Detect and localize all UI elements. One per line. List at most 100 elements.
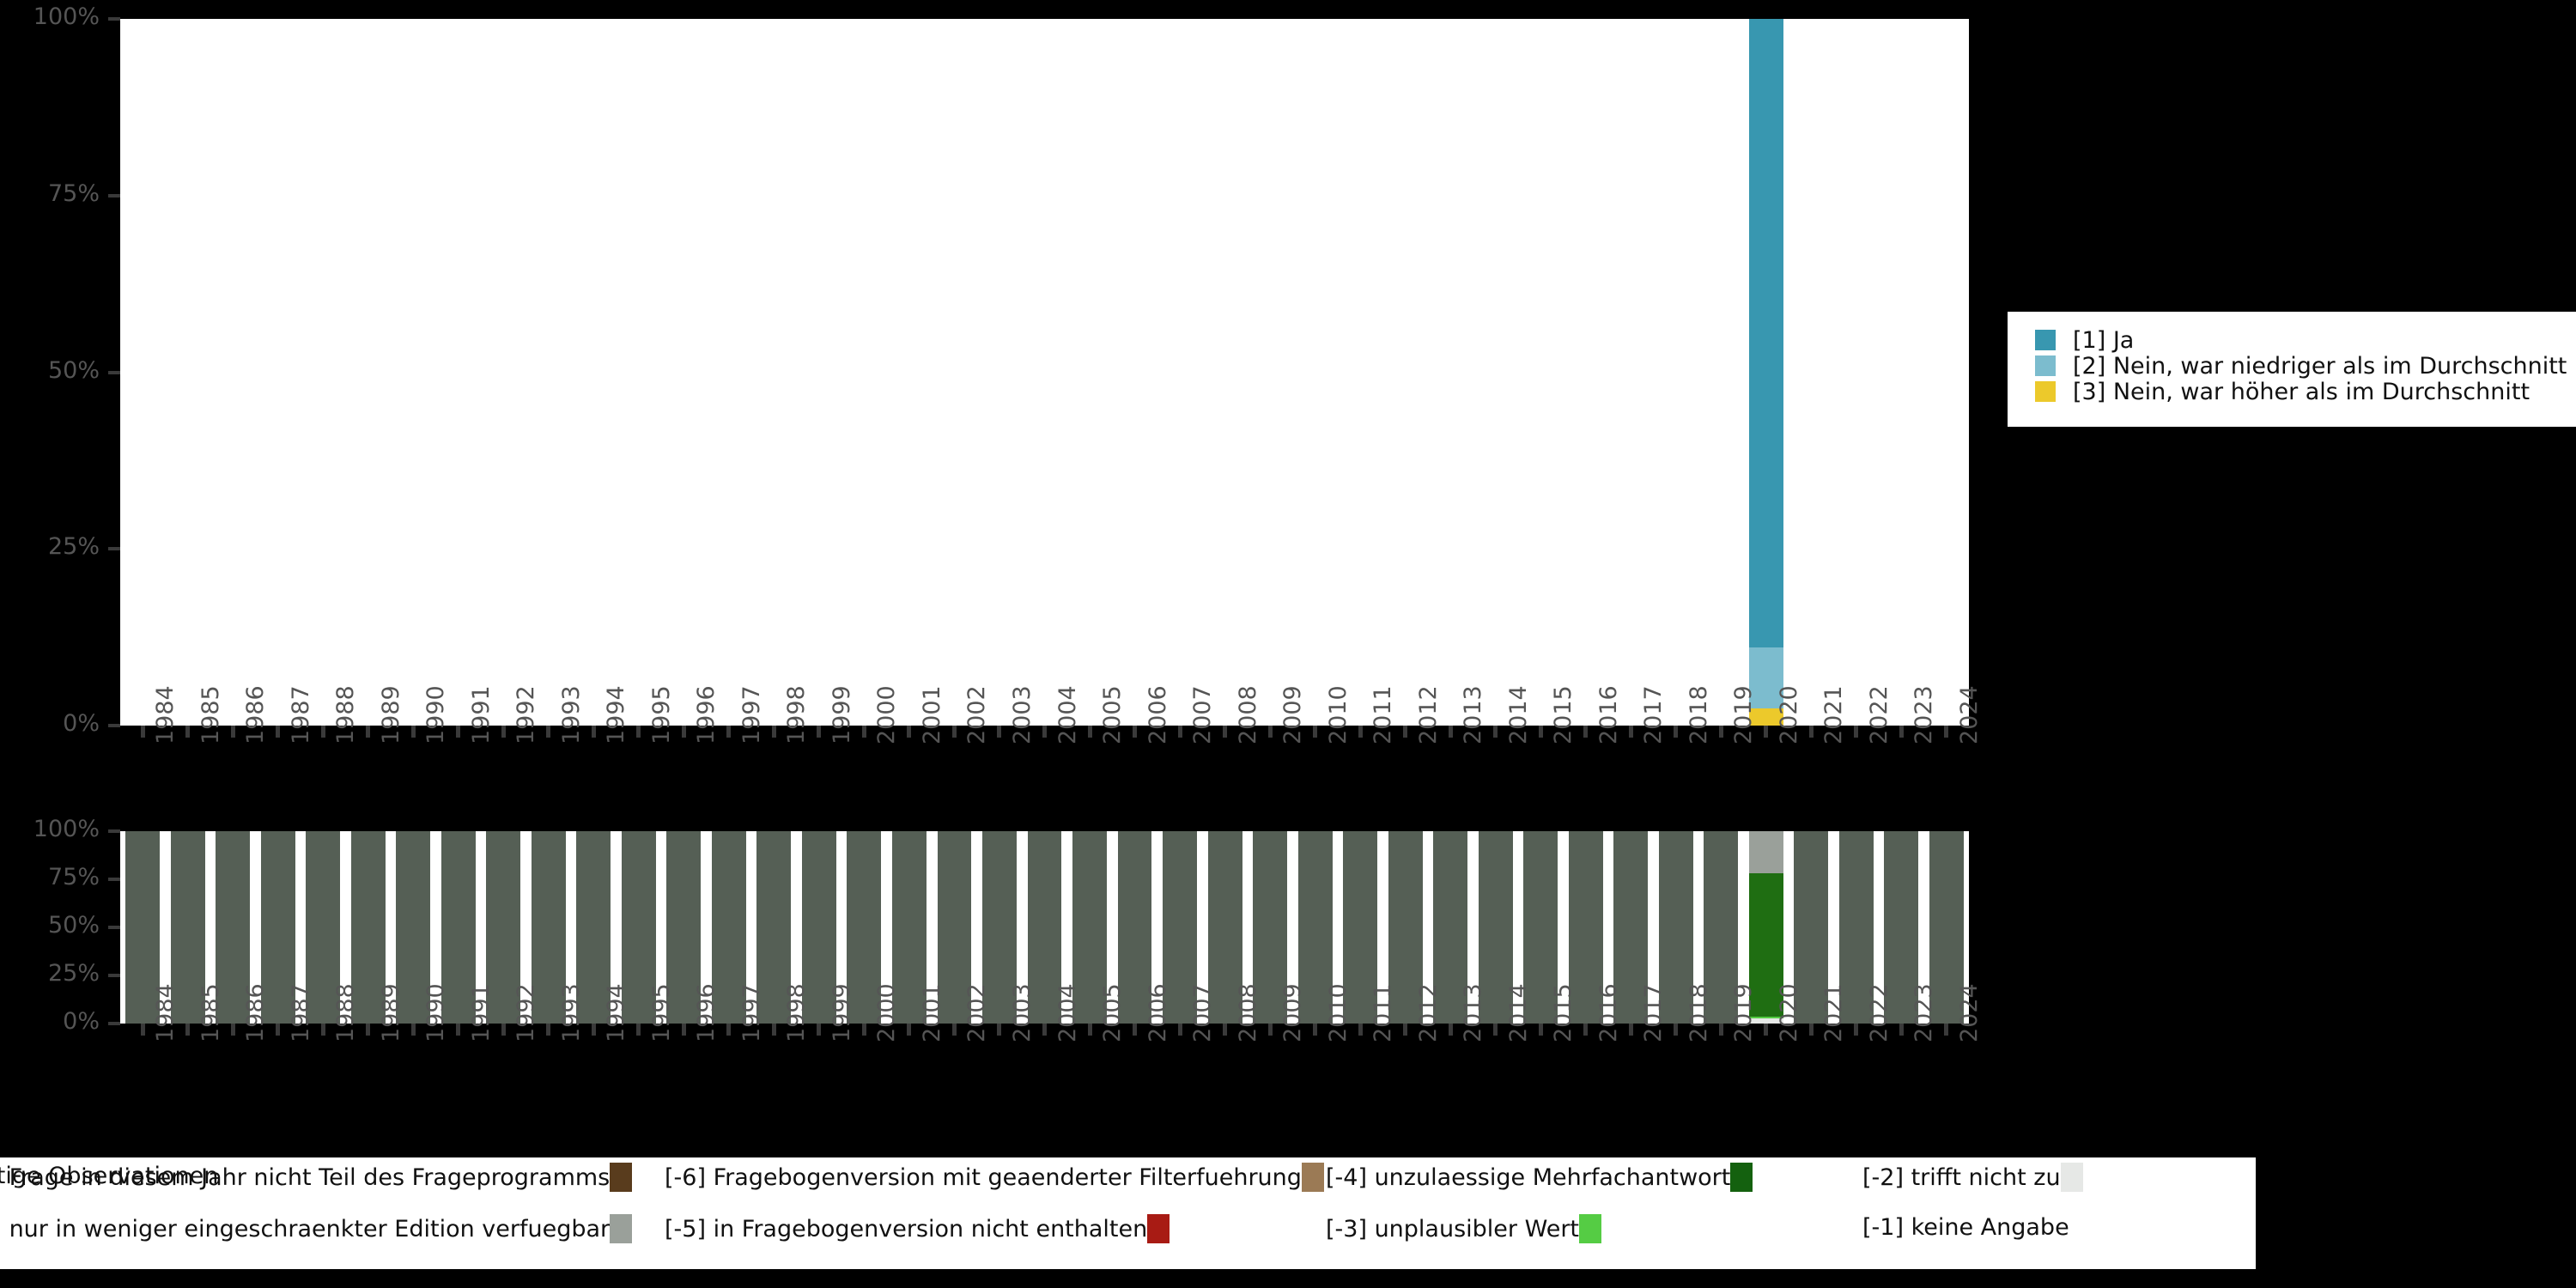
x-tick-mark <box>636 1024 641 1036</box>
bar-segment <box>1117 831 1152 1024</box>
x-tick-mark <box>546 1024 551 1036</box>
bar-2001 <box>892 831 927 1024</box>
y-tick-mark <box>108 370 120 374</box>
x-tick-mark <box>410 1024 416 1036</box>
x-tick-mark <box>1313 1024 1318 1036</box>
series-legend-label: [1] Ja <box>2073 326 2135 354</box>
code-legend-label: [-6] Fragebogenversion mit geaenderter F… <box>665 1163 1302 1191</box>
bar-segment <box>1207 831 1242 1024</box>
x-tick-label: 2007 <box>1189 983 1217 1042</box>
x-tick-mark <box>1583 726 1589 738</box>
code-legend-item[interactable]: [-8] Frage in diesem Jahr nicht Teil des… <box>0 1163 633 1192</box>
bar-2000 <box>847 831 882 1024</box>
y-tick-label: 50% <box>47 356 100 384</box>
bar-2018 <box>1658 831 1693 1024</box>
code-legend-label: [-3] unplausibler Wert <box>1326 1215 1580 1242</box>
legend-color-swatch <box>1730 1163 1753 1192</box>
code-legend-item[interactable]: [-7] nur in weniger eingeschraenkter Edi… <box>0 1214 633 1243</box>
code-legend-item[interactable]: [-5] in Fragebogenversion nicht enthalte… <box>665 1214 1170 1243</box>
x-tick-label: 1988 <box>332 983 360 1042</box>
code-legend-item[interactable]: gültige Observationen <box>0 1163 218 1189</box>
legend-color-swatch <box>610 1163 633 1192</box>
y-tick-mark <box>108 193 120 197</box>
code-legend-item[interactable]: [-6] Fragebogenversion mit geaenderter F… <box>665 1163 1324 1192</box>
x-tick-label: 1985 <box>197 685 224 744</box>
bar-2019 <box>1704 831 1739 1024</box>
x-tick-mark <box>817 726 822 738</box>
series-legend: [1] Ja [2] Nein, war niedriger als im Dur… <box>2008 312 2576 427</box>
x-tick-mark <box>366 726 371 738</box>
bar-2015 <box>1523 831 1558 1024</box>
x-tick-label: 2022 <box>1865 685 1893 744</box>
x-tick-mark <box>1087 726 1092 738</box>
bar-segment <box>982 831 1017 1024</box>
bar-segment <box>1568 831 1603 1024</box>
x-tick-label: 2004 <box>1054 983 1081 1042</box>
y-tick-mark <box>108 974 120 977</box>
x-tick-label: 1991 <box>467 685 495 744</box>
bar-1988 <box>306 831 341 1024</box>
x-tick-label: 2007 <box>1189 685 1217 744</box>
bar-segment <box>937 831 972 1024</box>
bar-1991 <box>440 831 476 1024</box>
x-tick-label: 1996 <box>693 983 720 1042</box>
x-tick-label: 2011 <box>1370 685 1397 744</box>
bar-segment <box>1163 831 1197 1024</box>
x-tick-mark <box>1042 726 1047 738</box>
x-tick-mark <box>1899 726 1904 738</box>
x-tick-label: 1990 <box>422 685 450 744</box>
series-legend-item[interactable]: [1] Ja <box>2008 326 2576 354</box>
x-tick-label: 2009 <box>1279 983 1307 1042</box>
x-tick-label: 2009 <box>1279 685 1307 744</box>
bar-segment <box>621 831 656 1024</box>
bar-segment <box>847 831 882 1024</box>
y-tick-label: 100% <box>33 816 100 842</box>
x-tick-mark <box>1313 726 1318 738</box>
code-legend-label: [-5] in Fragebogenversion nicht enthalte… <box>665 1215 1148 1242</box>
bar-segment <box>1658 831 1693 1024</box>
x-tick-mark <box>1538 1024 1543 1036</box>
bar-segment <box>170 831 205 1024</box>
series-legend-item[interactable]: [2] Nein, war niedriger als im Durchschn… <box>2008 353 2576 380</box>
x-tick-mark <box>997 726 1002 738</box>
x-tick-label: 1989 <box>377 685 404 744</box>
x-tick-mark <box>1493 1024 1498 1036</box>
x-tick-label: 2019 <box>1730 983 1758 1042</box>
x-tick-mark <box>456 1024 461 1036</box>
bar-segment <box>1929 831 1964 1024</box>
x-tick-label: 1992 <box>513 983 540 1042</box>
code-legend-item[interactable]: [-2] trifft nicht zu <box>1862 1163 2083 1192</box>
x-tick-label: 2003 <box>1008 983 1036 1042</box>
bar-2002 <box>937 831 972 1024</box>
code-legend-label: gültige Observationen <box>0 1163 219 1189</box>
x-tick-mark <box>1718 726 1723 738</box>
bar-segment <box>1748 873 1783 1018</box>
bar-1985 <box>170 831 205 1024</box>
x-tick-mark <box>230 726 235 738</box>
x-tick-label: 2002 <box>963 685 991 744</box>
x-tick-mark <box>1764 726 1769 738</box>
y-tick-label: 0% <box>63 1008 100 1035</box>
code-legend-item[interactable]: [-4] unzulaessige Mehrfachantwort <box>1326 1163 1753 1192</box>
x-tick-mark <box>907 726 912 738</box>
bar-1986 <box>216 831 251 1024</box>
bar-segment <box>892 831 927 1024</box>
series-legend-item[interactable]: [3] Nein, war höher als im Durchschnitt <box>2008 378 2576 405</box>
bar-1994 <box>576 831 611 1024</box>
x-tick-mark <box>1267 1024 1273 1036</box>
y-tick-label: 25% <box>47 960 100 987</box>
bar-2007 <box>1163 831 1197 1024</box>
code-legend-item[interactable]: [-1] keine Angabe <box>1862 1214 2069 1241</box>
code-legend-item[interactable]: [-3] unplausibler Wert <box>1326 1214 1602 1243</box>
bar-1992 <box>486 831 521 1024</box>
x-tick-mark <box>230 1024 235 1036</box>
x-tick-label: 1997 <box>738 685 765 744</box>
bar-segment <box>1838 831 1874 1024</box>
series-legend-label: [3] Nein, war höher als im Durchschnitt <box>2073 378 2530 405</box>
legend-color-swatch <box>2035 381 2056 402</box>
x-tick-mark <box>861 1024 866 1036</box>
code-legend-label: [-2] trifft nicht zu <box>1862 1163 2061 1191</box>
x-tick-mark <box>951 726 957 738</box>
main-chart-plot-area <box>120 19 1969 726</box>
x-tick-label: 2015 <box>1550 983 1577 1042</box>
